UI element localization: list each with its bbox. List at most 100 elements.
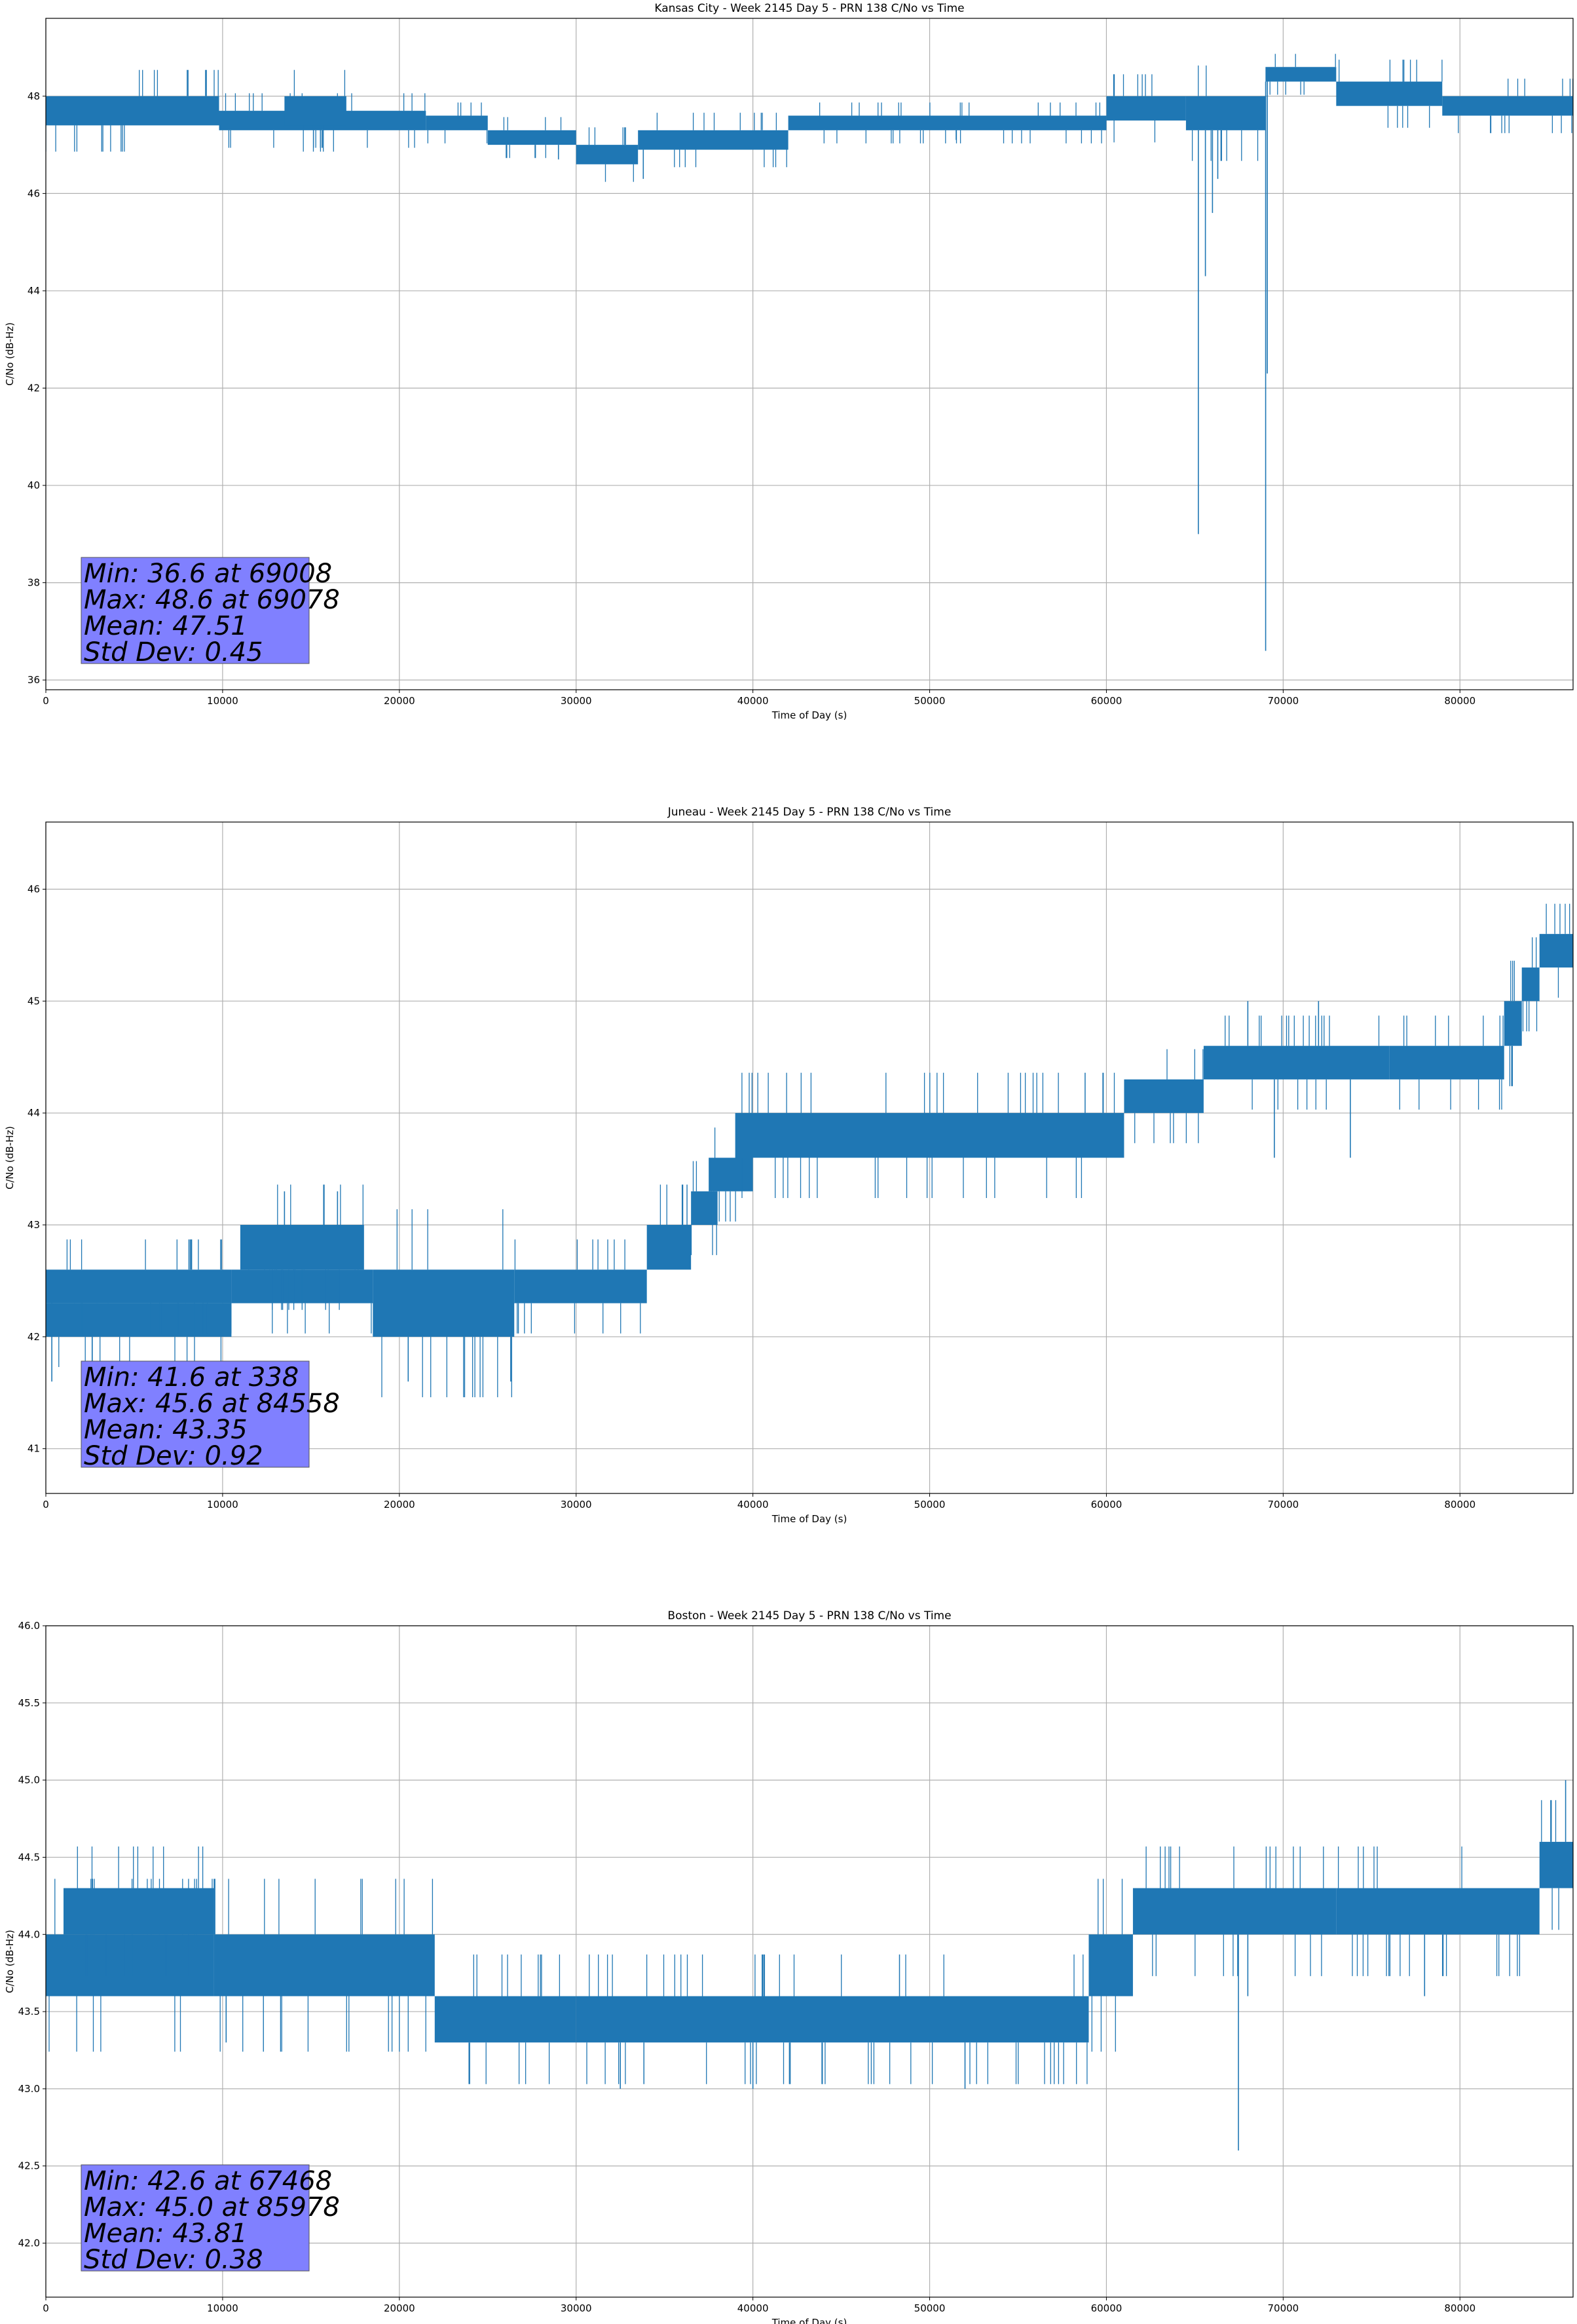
x-tick-label: 70000 — [1267, 2302, 1299, 2314]
stats-box — [81, 1360, 310, 1468]
y-tick-label: 42.5 — [18, 2160, 40, 2172]
data-jitter — [1191, 66, 1259, 161]
stats-box — [81, 557, 310, 664]
data-band — [576, 145, 639, 164]
axes-frame — [45, 18, 1574, 690]
data-band — [576, 1996, 1089, 2043]
data-jitter — [588, 127, 634, 182]
x-tick-label: 40000 — [737, 695, 769, 707]
data-jitter — [656, 113, 787, 168]
data-band — [1088, 1934, 1133, 1996]
axes-frame — [45, 821, 1574, 1494]
data-band — [638, 130, 788, 150]
chart-title: Boston - Week 2145 Day 5 - PRN 138 C/No … — [667, 1609, 951, 1622]
data-jitter — [1134, 1049, 1204, 1144]
stats-line: Std Dev: 0.45 — [84, 637, 263, 667]
x-axis-label: Time of Day (s) — [771, 2317, 847, 2324]
y-tick-label: 46.0 — [18, 1620, 40, 1632]
y-tick-label: 36 — [28, 674, 40, 686]
x-axis-label: Time of Day (s) — [771, 1513, 847, 1525]
data-jitter — [1399, 1015, 1504, 1110]
y-axis-label: C/No (dB-Hz) — [4, 1126, 16, 1190]
data-jitter — [1546, 903, 1570, 998]
data-jitter — [1145, 1846, 1324, 1976]
data-jitter — [293, 69, 346, 152]
y-tick-label: 42 — [28, 382, 40, 394]
stats-line: Std Dev: 0.38 — [84, 2245, 263, 2275]
x-tick-label: 70000 — [1267, 1499, 1299, 1510]
stats-line: Max: 45.6 at 84558 — [84, 1389, 340, 1419]
x-tick-label: 0 — [43, 1499, 49, 1510]
y-tick-label: 43.5 — [18, 2006, 40, 2017]
data-band — [426, 115, 488, 130]
axes-frame — [45, 1625, 1574, 2298]
chart-2: Juneau - Week 2145 Day 5 - PRN 138 C/No … — [4, 806, 1574, 1525]
data-jitter — [46, 69, 219, 152]
y-tick-label: 38 — [28, 577, 40, 589]
plot-area — [46, 1780, 1573, 2151]
data-jitter — [427, 102, 488, 143]
data-jitter — [1337, 1846, 1521, 1976]
data-band — [46, 1303, 232, 1337]
x-tick-label: 20000 — [384, 1499, 415, 1510]
y-tick-label: 43 — [28, 1219, 40, 1231]
x-tick-label: 10000 — [207, 695, 238, 707]
data-band — [1442, 96, 1573, 116]
data-band — [284, 96, 346, 126]
stats-line: Max: 48.6 at 69078 — [84, 585, 340, 615]
x-tick-label: 80000 — [1444, 695, 1475, 707]
data-band — [46, 1934, 214, 1996]
data-jitter — [1113, 74, 1156, 143]
data-jitter — [1339, 60, 1443, 128]
stats-line: Min: 36.6 at 69008 — [84, 559, 332, 589]
x-tick-label: 0 — [43, 695, 49, 707]
data-jitter — [381, 1209, 512, 1398]
x-tick-label: 30000 — [561, 695, 592, 707]
y-tick-label: 44 — [28, 285, 40, 297]
stats-line: Max: 45.0 at 85978 — [84, 2192, 340, 2222]
y-tick-label: 41 — [28, 1443, 40, 1455]
x-tick-label: 50000 — [914, 1499, 946, 1510]
data-band — [1185, 96, 1266, 130]
x-tick-label: 60000 — [1091, 1499, 1122, 1510]
y-tick-label: 44.5 — [18, 1851, 40, 1863]
x-tick-label: 30000 — [561, 2302, 592, 2314]
x-tick-label: 50000 — [914, 695, 946, 707]
x-tick-label: 10000 — [207, 1499, 238, 1510]
data-band — [1539, 933, 1573, 968]
data-band — [1336, 81, 1443, 106]
data-band — [691, 1191, 718, 1225]
x-axis-label: Time of Day (s) — [771, 709, 847, 721]
stats-line: Mean: 43.81 — [84, 2219, 248, 2249]
x-tick-label: 10000 — [207, 2302, 238, 2314]
data-jitter — [711, 1127, 736, 1222]
data-band — [646, 1225, 692, 1270]
y-tick-label: 45.5 — [18, 1697, 40, 1709]
data-band — [788, 115, 1107, 130]
x-tick-label: 40000 — [737, 1499, 769, 1510]
data-jitter — [1509, 960, 1515, 1087]
x-tick-label: 60000 — [1091, 2302, 1122, 2314]
x-tick-label: 20000 — [384, 695, 415, 707]
data-jitter — [1091, 1879, 1123, 2052]
x-tick-label: 80000 — [1444, 2302, 1475, 2314]
data-band — [240, 1225, 364, 1270]
y-tick-label: 42 — [28, 1331, 40, 1343]
data-jitter — [213, 1879, 434, 2052]
data-band — [735, 1113, 1124, 1158]
data-band — [63, 1888, 214, 1935]
data-band — [46, 1269, 232, 1303]
x-tick-label: 50000 — [914, 2302, 946, 2314]
data-jitter — [514, 1239, 641, 1334]
x-tick-label: 0 — [43, 2302, 49, 2314]
data-band — [434, 1996, 576, 2043]
data-band — [1124, 1079, 1204, 1114]
data-band — [1389, 1045, 1504, 1079]
data-jitter — [659, 1184, 688, 1225]
data-band — [1539, 1841, 1573, 1888]
y-tick-label: 44.0 — [18, 1928, 40, 1940]
chart-title: Kansas City - Week 2145 Day 5 - PRN 138 … — [654, 2, 964, 15]
data-band — [46, 96, 219, 126]
data-jitter — [272, 1184, 363, 1310]
data-band — [373, 1269, 515, 1337]
